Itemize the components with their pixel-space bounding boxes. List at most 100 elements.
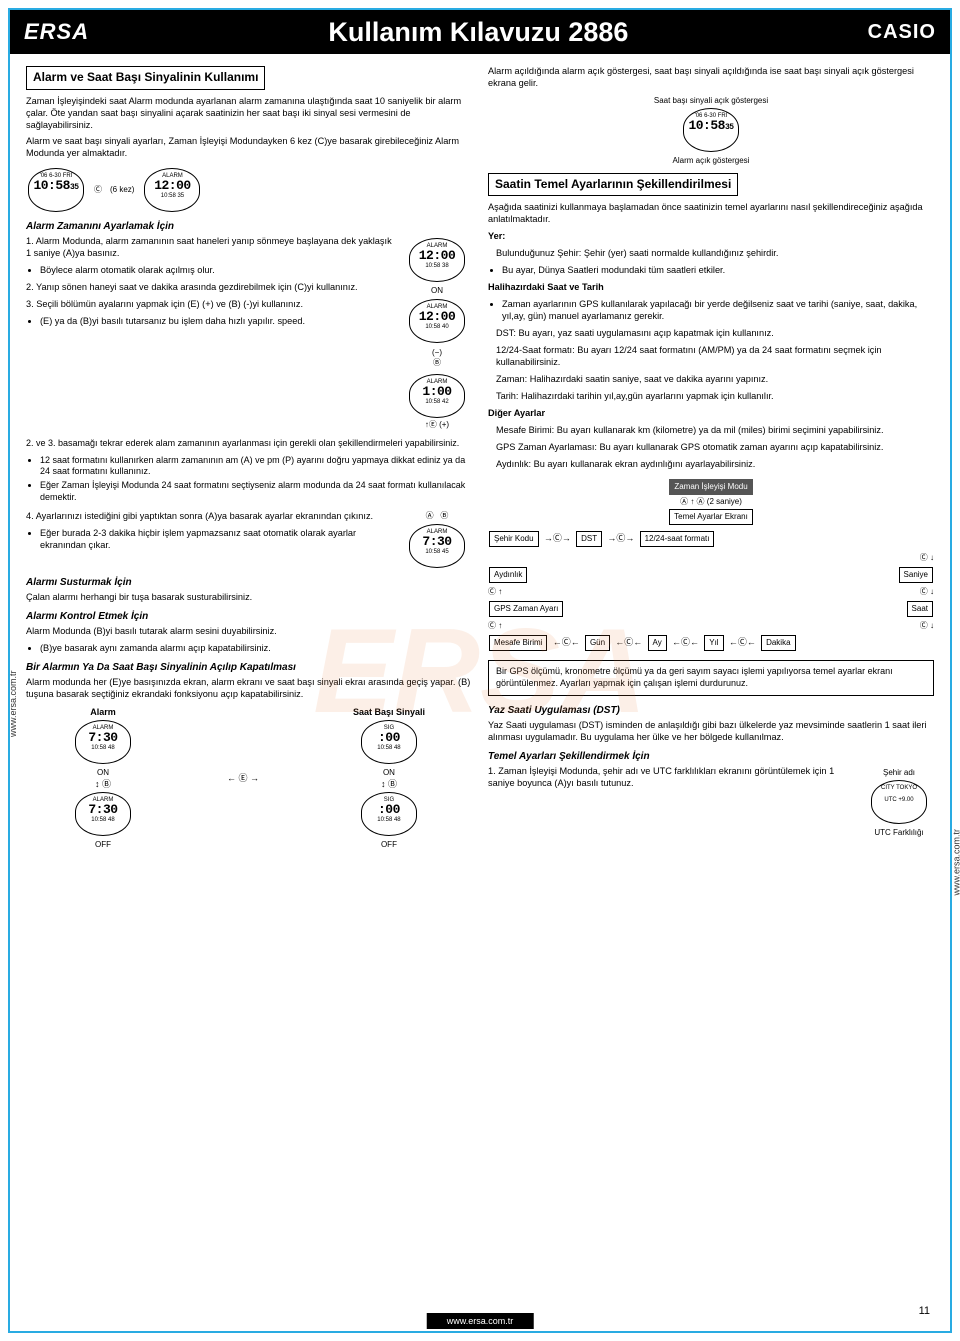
check-p: Alarm Modunda (B)yi basılı tutarak alarm… — [26, 626, 472, 638]
w7-big: 7:30 — [410, 535, 464, 548]
w3-bot: 35 — [725, 123, 734, 132]
watch-3: '06 6-30 FRI 10:5835 — [683, 108, 739, 152]
shape-p: 1. Zaman İşleyişi Modunda, şehir adı ve … — [488, 766, 858, 834]
silence-title: Alarmı Susturmak İçin — [26, 576, 472, 589]
off-label-2: OFF — [353, 840, 425, 850]
w6-big: 1:00 — [410, 385, 464, 398]
w12-big: UTC — [884, 797, 896, 803]
watch-10: ALARM 7:30 10:58 48 — [75, 792, 131, 836]
shape-title: Temel Ayarları Şekillendirmek İçin — [488, 750, 934, 763]
city-cap: Şehir adı — [864, 768, 934, 778]
on-label-3: ON — [353, 768, 425, 778]
hali-label: Halihazırdaki Saat ve Tarih — [488, 282, 604, 292]
flow-gun: Gün — [585, 635, 610, 651]
watch-5: ALARM 12:00 10:58 40 — [409, 299, 465, 343]
flow-zim: Zaman İşleyişi Modu — [669, 479, 752, 495]
page-number: 11 — [919, 1305, 930, 1317]
w3-big: 10:58 — [688, 118, 725, 133]
arrow-down-1: Ⓒ ↓ — [920, 553, 934, 562]
arrow-c6: ←Ⓒ← — [729, 637, 756, 647]
on-label-1: ON — [402, 286, 472, 296]
ab-label: Ⓐ Ⓑ — [402, 511, 472, 521]
watch-7: ALARM 7:30 10:58 45 — [409, 524, 465, 568]
step2: 2. Yanıp sönen haneyi saat ve dakika ara… — [26, 282, 396, 294]
arrow-c3: ←Ⓒ← — [553, 637, 580, 647]
side-url-left: www.ersa.com.tr — [8, 670, 18, 737]
alarm-section-title: Alarm ve Saat Başı Sinyalinin Kullanımı — [26, 66, 265, 90]
toggle-title: Bir Alarmın Ya Da Saat Başı Sinyalinin A… — [26, 661, 472, 674]
w12-bot: +9.00 — [898, 797, 913, 803]
diger-a: Mesafe Birimi: Bu ayarı kullanarak km (k… — [496, 425, 934, 437]
check-title: Alarmı Kontrol Etmek İçin — [26, 610, 472, 623]
w9-bot: 10:58 48 — [362, 745, 416, 751]
c-label: Ⓒ — [94, 185, 102, 195]
arrow-up-1: Ⓒ ↑ — [488, 586, 502, 598]
w2-bot: 10:58 35 — [145, 193, 199, 199]
w4-big: 12:00 — [410, 249, 464, 262]
diger-c: Aydınlık: Bu ayarı kullanarak ekran aydı… — [496, 459, 934, 471]
diger-label: Diğer Ayarlar — [488, 408, 545, 418]
watch-row-1: '06 6-30 FRI 10:5835 Ⓒ (6 kez) ALARM 12:… — [26, 166, 472, 214]
watch-9: SIG :00 10:58 48 — [361, 720, 417, 764]
w5-big: 12:00 — [410, 310, 464, 323]
alarm-indicator-cap: Alarm açık göstergesi — [488, 156, 934, 166]
header: ERSA Kullanım Kılavuzu 2886 CASIO — [10, 10, 950, 54]
hali-d: Zaman: Halihazırdaki saatin saniye, saat… — [496, 374, 934, 386]
check-p2: (B)ye basarak aynı zamanda alarmı açıp k… — [40, 643, 472, 655]
page-frame: ERSA Kullanım Kılavuzu 2886 CASIO ERSA w… — [8, 8, 952, 1333]
flow-sehir: Şehir Kodu — [489, 531, 539, 547]
yer-p: Bulunduğunuz Şehir: Şehir (yer) saati no… — [496, 248, 934, 260]
step1b: Böylece alarm otomatik olarak açılmış ol… — [40, 265, 396, 277]
hali-b: DST: Bu ayarı, yaz saati uygulamasını aç… — [496, 328, 934, 340]
diger-b: GPS Zaman Ayarlaması: Bu ayarı kullanara… — [496, 442, 934, 454]
flow-dst: DST — [576, 531, 602, 547]
left-column: Alarm ve Saat Başı Sinyalinin Kullanımı … — [26, 66, 472, 851]
watch-8: ALARM 7:30 10:58 48 — [75, 720, 131, 764]
flow-ayd: Aydınlık — [489, 567, 527, 583]
w10-bot: 10:58 48 — [76, 817, 130, 823]
watch-time: '06 6-30 FRI 10:5835 — [28, 168, 84, 212]
w11-big: :00 — [362, 803, 416, 816]
arrow-down-3: Ⓒ ↓ — [920, 620, 934, 632]
lbl-alarm: Alarm — [73, 707, 133, 719]
basic-intro: Aşağıda saatinizi kullanmaya başlamadan … — [488, 202, 934, 226]
watch-11: SIG :00 10:58 48 — [361, 792, 417, 836]
basic-settings-title: Saatin Temel Ayarlarının Şekillendirilme… — [488, 173, 738, 197]
casio-logo: CASIO — [868, 21, 936, 44]
set-alarm-title: Alarm Zamanını Ayarlamak İçin — [26, 220, 472, 233]
flow-temel: Temel Ayarlar Ekranı — [669, 509, 753, 525]
flow-a2-arrow: Ⓐ ↑ Ⓐ — [680, 497, 704, 506]
off-label-1: OFF — [73, 840, 133, 850]
arrow-c2: →Ⓒ→ — [607, 533, 634, 543]
w7-bot: 10:58 45 — [410, 549, 464, 555]
right-intro: Alarm açıldığında alarm açık göstergesi,… — [488, 66, 934, 90]
note-a: 2. ve 3. basamağı tekrar ederek alam zam… — [26, 438, 472, 450]
content-columns: Alarm ve Saat Başı Sinyalinin Kullanımı … — [10, 54, 950, 861]
arrow-down-2: Ⓒ ↓ — [920, 586, 934, 598]
w8-big: 7:30 — [76, 731, 130, 744]
w12-top: CITY TOKYO — [872, 785, 926, 791]
hali-a: Zaman ayarlarının GPS kullanılarak yapıl… — [502, 299, 934, 323]
w2-big: 12:00 — [145, 179, 199, 192]
w10-big: 7:30 — [76, 803, 130, 816]
w9-big: :00 — [362, 731, 416, 744]
silence-p: Çalan alarmı herhangi bir tuşa basarak s… — [26, 592, 472, 604]
right-column: Alarm açıldığında alarm açık göstergesi,… — [488, 66, 934, 851]
minus-label: (−)Ⓑ — [402, 348, 472, 369]
w1-bot: 35 — [70, 183, 79, 192]
w4-bot: 10:58 38 — [410, 263, 464, 269]
lbl-sig: Saat Başı Sinyali — [353, 707, 425, 719]
hali-c: 12/24-Saat formatı: Bu ayarı 12/24 saat … — [496, 345, 934, 369]
flow-saat: Saat — [907, 601, 933, 617]
flow-diagram: Zaman İşleyişi Modu Ⓐ ↑ Ⓐ (2 saniye) Tem… — [488, 478, 934, 652]
step4b: Eğer burada 2-3 dakika hiçbir işlem yapm… — [40, 528, 396, 552]
arrow-c4: ←Ⓒ← — [615, 637, 642, 647]
flow-ay: Ay — [648, 635, 667, 651]
flow-a2: (2 saniye) — [707, 497, 742, 506]
arrow-up-2: Ⓒ ↑ — [488, 620, 502, 632]
step3: 3. Seçili bölümün ayalarını yapmak için … — [26, 299, 396, 311]
w11-bot: 10:58 48 — [362, 817, 416, 823]
ersa-logo: ERSA — [24, 19, 89, 45]
hali-e: Tarih: Halihazırdaki tarihin yıl,ay,gün … — [496, 391, 934, 403]
arrow-c1: →Ⓒ→ — [544, 533, 571, 543]
